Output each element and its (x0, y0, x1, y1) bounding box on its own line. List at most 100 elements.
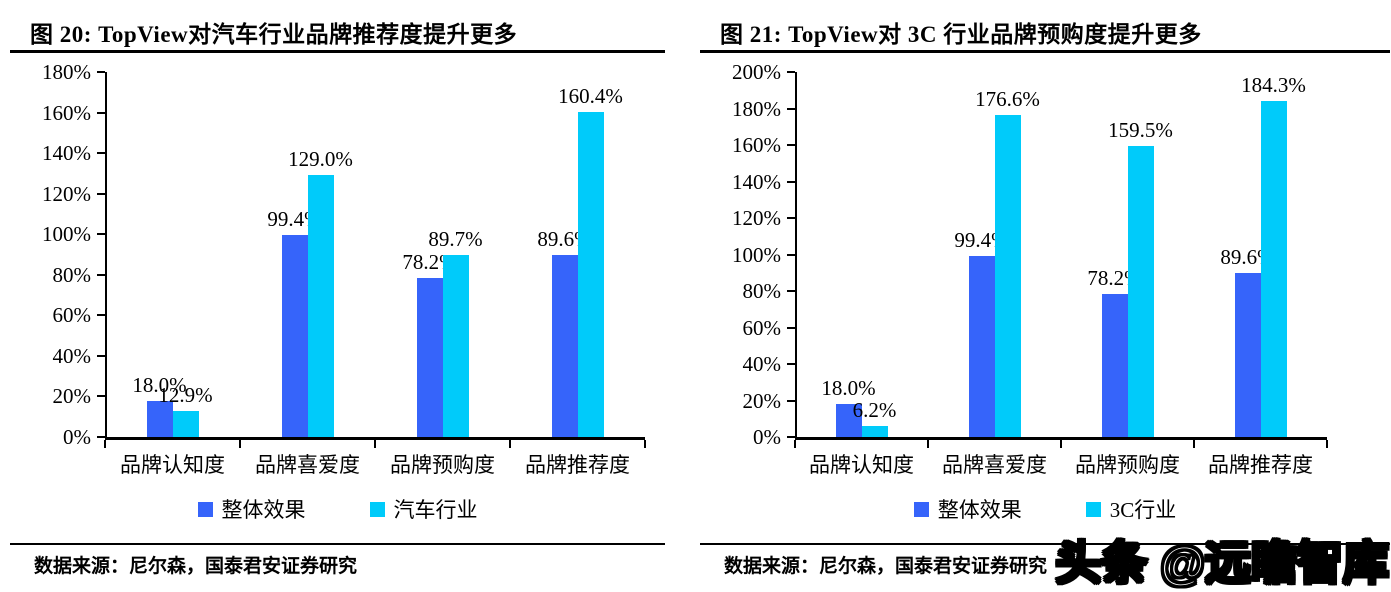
legend-swatch (369, 501, 385, 517)
y-axis-tick-label: 180% (732, 96, 781, 121)
x-axis-category-label: 品牌认知度 (120, 453, 225, 477)
bar-value-label: 184.3% (1241, 72, 1306, 97)
x-axis-tick-mark (1060, 440, 1062, 448)
bar-overall (146, 400, 173, 437)
bar-overall (551, 255, 578, 437)
chart-legend: 整体效果 3C行业 (700, 494, 1390, 524)
legend-item: 整体效果 (913, 494, 1022, 524)
y-axis-tick-label: 80% (52, 262, 92, 287)
y-axis-tick-mark (97, 233, 105, 236)
legend-item: 整体效果 (197, 494, 306, 524)
y-axis-tick-mark (787, 253, 795, 256)
x-axis-tick-mark (644, 440, 646, 448)
y-axis-tick-mark (97, 354, 105, 357)
watermark: 头条 @远瞻智库 (1054, 536, 1390, 591)
figure-panel-auto-industry: 图 20: TopView对汽车行业品牌推荐度提升更多 0% 20% 40% 60% 8… (10, 0, 665, 592)
x-axis-category-label: 品牌喜爱度 (942, 453, 1047, 477)
source-rule (10, 543, 665, 545)
y-axis-tick-label: 60% (52, 303, 92, 328)
y-axis-line (795, 72, 797, 440)
y-axis-tick-mark (787, 71, 795, 73)
legend-label: 整体效果 (221, 498, 306, 522)
legend-label: 整体效果 (937, 498, 1022, 522)
x-axis-tick-mark (104, 440, 106, 448)
y-axis-tick-mark (97, 111, 105, 114)
x-axis-tick-mark (927, 440, 929, 448)
x-axis-tick-mark (794, 440, 796, 448)
bar-overall (968, 255, 995, 437)
y-axis-tick-mark (97, 436, 105, 438)
y-axis-tick-label: 200% (732, 60, 781, 84)
y-axis-tick-mark (97, 314, 105, 317)
x-axis-line (105, 437, 645, 440)
x-axis-tick-mark (239, 440, 241, 448)
bar-industry (1127, 145, 1154, 437)
title-rule (10, 50, 665, 53)
y-axis-tick-label: 60% (742, 315, 782, 340)
legend-label: 汽车行业 (393, 498, 478, 522)
chart-title: 图 20: TopView对汽车行业品牌推荐度提升更多 (30, 22, 518, 47)
bar-industry (442, 255, 469, 437)
y-axis-tick-mark (787, 326, 795, 329)
y-axis-tick-mark (787, 144, 795, 146)
bar-value-label: 18.0% (132, 372, 187, 397)
y-axis-tick-mark (97, 152, 105, 155)
y-axis-tick-label: 120% (732, 206, 781, 230)
bar-overall (1234, 273, 1261, 437)
y-axis-tick-label: 0% (63, 425, 91, 449)
x-axis-category-label: 品牌认知度 (809, 453, 914, 477)
y-axis-tick-label: 160% (732, 133, 781, 157)
source-note: 数据来源：尼尔森，国泰君安证券研究 (34, 556, 358, 577)
y-axis-tick-label: 160% (42, 100, 91, 125)
legend-swatch (197, 501, 213, 517)
bar-chart-3c: 0% 20% 40% 60% 80% 100% 120% 140% 160% 180% 200% 品牌… (700, 0, 1390, 592)
legend-swatch (913, 501, 929, 517)
bar-chart-auto: 0% 20% 40% 60% 80% 100% 120% 140% 160% 180% 品牌认知度 1… (10, 0, 665, 592)
y-axis-tick-label: 20% (52, 384, 92, 409)
bar-value-label: 129.0% (288, 147, 353, 172)
y-axis-tick-mark (787, 217, 795, 219)
x-axis-line (795, 437, 1327, 440)
bar-value-label: 176.6% (975, 86, 1040, 111)
legend-swatch (1085, 501, 1101, 517)
y-axis-tick-label: 0% (753, 425, 781, 449)
bar-overall (281, 235, 308, 437)
bar-industry (1260, 100, 1287, 437)
bar-overall (416, 278, 443, 437)
y-axis-tick-mark (787, 290, 795, 292)
legend-item: 汽车行业 (369, 494, 478, 524)
legend-item: 3C行业 (1085, 494, 1177, 524)
y-axis-tick-mark (97, 395, 105, 398)
y-axis-tick-label: 120% (42, 181, 91, 206)
x-axis-category-label: 品牌预购度 (1075, 453, 1180, 477)
bar-industry (994, 114, 1021, 437)
chart-legend: 整体效果 汽车行业 (10, 494, 665, 524)
y-axis-tick-label: 180% (42, 60, 91, 84)
title-rule (700, 50, 1390, 53)
y-axis-tick-label: 100% (42, 222, 91, 247)
x-axis-category-label: 品牌喜爱度 (255, 453, 360, 477)
source-note: 数据来源：尼尔森，国泰君安证券研究 (724, 556, 1048, 577)
bar-industry (577, 111, 604, 437)
legend-label: 3C行业 (1109, 498, 1177, 522)
y-axis-line (105, 72, 107, 440)
bar-value-label: 12.9% (158, 382, 213, 407)
y-axis-tick-label: 140% (42, 141, 91, 166)
bar-overall (1101, 294, 1128, 437)
y-axis-tick-mark (787, 399, 795, 402)
y-axis-tick-mark (787, 363, 795, 365)
y-axis-tick-label: 140% (732, 169, 781, 194)
x-axis-tick-mark (1326, 440, 1328, 448)
y-axis-tick-mark (97, 273, 105, 276)
bar-industry (861, 425, 888, 437)
y-axis-tick-mark (787, 436, 795, 438)
y-axis-tick-mark (97, 192, 105, 195)
y-axis-tick-mark (787, 107, 795, 110)
x-axis-tick-mark (509, 440, 511, 448)
y-axis-tick-label: 100% (732, 242, 781, 267)
y-axis-tick-mark (787, 180, 795, 183)
x-axis-category-label: 品牌预购度 (390, 453, 495, 477)
y-axis-tick-mark (97, 71, 105, 73)
x-axis-tick-mark (374, 440, 376, 448)
